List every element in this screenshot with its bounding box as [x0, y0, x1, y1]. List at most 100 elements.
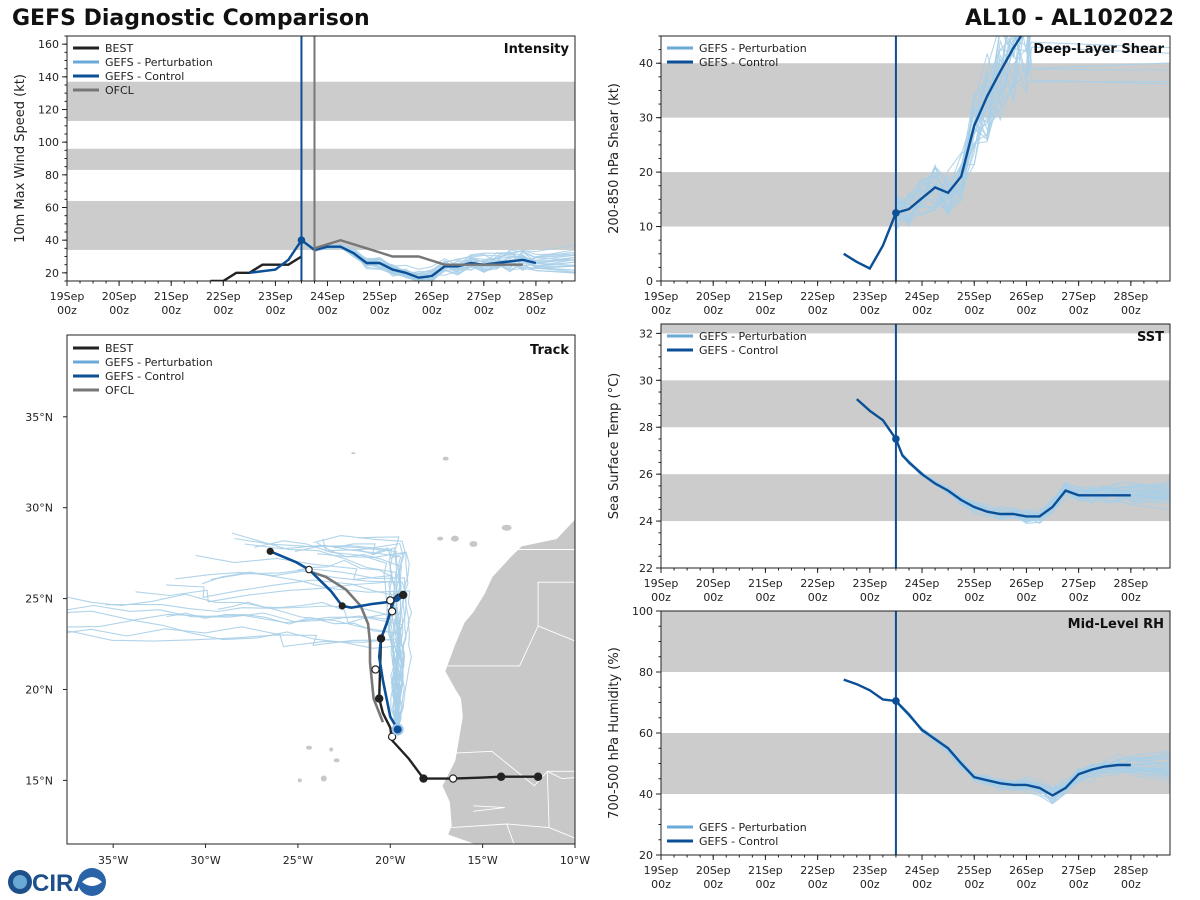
x-tick-day-label: 23Sep — [258, 290, 293, 303]
country-border — [454, 750, 575, 787]
x-tick-hour-label: 00z — [912, 591, 932, 604]
x-tick-hour-label: 00z — [1017, 591, 1037, 604]
island-landmass — [442, 456, 449, 461]
legend-label: OFCL — [105, 384, 135, 397]
panel-frame — [660, 323, 1171, 569]
x-tick-hour-label: 00z — [703, 591, 723, 604]
best-track-marker — [496, 772, 506, 781]
control-line — [843, 678, 1131, 797]
x-tick-day-label: 28Sep — [1113, 290, 1148, 303]
x-tick-day-label: 21Sep — [154, 290, 189, 303]
control-track-marker — [305, 565, 313, 574]
perturbation-track-line — [67, 626, 402, 730]
x-tick-day-label: 20Sep — [696, 290, 731, 303]
x-tick-day-label: 19Sep — [644, 577, 679, 590]
threshold-band — [67, 148, 575, 170]
legend-label: GEFS - Control — [105, 70, 184, 83]
perturbation-member-line — [895, 36, 1029, 217]
x-tick-day-label: 24Sep — [310, 290, 345, 303]
lon-tick-label: 20°W — [375, 854, 405, 867]
x-tick-hour-label: 00z — [109, 304, 129, 317]
y-tick-label: 32 — [639, 327, 653, 340]
island-landmass — [297, 778, 302, 783]
island-landmass — [469, 541, 478, 548]
x-tick-hour-label: 00z — [860, 304, 880, 317]
x-tick-hour-label: 00z — [703, 304, 723, 317]
perturbation-track-line — [67, 619, 406, 730]
x-tick-day-label: 21Sep — [748, 577, 783, 590]
x-tick-hour-label: 00z — [474, 304, 494, 317]
x-tick-day-label: 23Sep — [852, 577, 887, 590]
perturbation-member-line — [895, 36, 1030, 220]
y-axis-label: 10m Max Wind Speed (kt) — [13, 74, 28, 243]
lon-tick-label: 10°W — [560, 854, 590, 867]
best-track-marker — [376, 634, 386, 643]
x-tick-hour-label: 00z — [422, 304, 442, 317]
lat-tick-label: 15°N — [25, 774, 53, 787]
x-tick-day-label: 19Sep — [50, 290, 85, 303]
perturbation-member-line — [895, 36, 1021, 202]
perturbation-track-line — [166, 612, 402, 730]
storm-id-title: AL10 - AL102022 — [965, 6, 1174, 31]
lon-tick-label: 30°W — [190, 854, 220, 867]
perturbation-track-line — [358, 536, 400, 730]
x-tick-hour-label: 00z — [1069, 304, 1089, 317]
lat-tick-label: 20°N — [25, 683, 53, 696]
x-tick-hour-label: 00z — [57, 304, 77, 317]
x-tick-hour-label: 00z — [651, 591, 671, 604]
legend-label: GEFS - Perturbation — [699, 330, 807, 343]
y-axis-label: Sea Surface Temp (°C) — [607, 373, 622, 520]
control-init-marker — [892, 209, 900, 217]
y-tick-label: 0 — [646, 275, 653, 288]
x-tick-hour-label: 00z — [266, 304, 286, 317]
x-tick-hour-label: 00z — [912, 878, 932, 891]
y-tick-label: 22 — [639, 562, 653, 575]
best-track-marker — [533, 772, 543, 781]
control-init-marker — [297, 236, 306, 244]
x-tick-day-label: 20Sep — [102, 290, 137, 303]
x-tick-hour-label: 00z — [161, 304, 181, 317]
island-landmass — [329, 747, 334, 752]
legend-label: GEFS - Perturbation — [105, 56, 213, 69]
y-tick-label: 100 — [38, 136, 59, 149]
island-landmass — [450, 535, 459, 542]
x-tick-day-label: 20Sep — [696, 577, 731, 590]
perturbation-track-line — [317, 551, 409, 730]
x-tick-hour-label: 00z — [756, 304, 776, 317]
x-tick-day-label: 21Sep — [748, 864, 783, 877]
x-tick-day-label: 28Sep — [519, 290, 554, 303]
y-tick-label: 28 — [639, 421, 653, 434]
x-tick-day-label: 26Sep — [1009, 864, 1044, 877]
x-tick-day-label: 27Sep — [1061, 290, 1096, 303]
country-border — [547, 770, 575, 780]
x-tick-hour-label: 00z — [964, 591, 984, 604]
x-tick-hour-label: 00z — [808, 304, 828, 317]
panel-frame — [66, 334, 576, 845]
control-line — [843, 36, 1023, 271]
rh-plot-area — [661, 611, 1170, 805]
shear-plot-area — [661, 36, 1170, 271]
best-track-marker — [386, 596, 395, 605]
x-tick-hour-label: 00z — [756, 591, 776, 604]
shear-panel: 01020304019Sep00z20Sep00z21Sep00z22Sep00… — [607, 35, 1171, 317]
control-track-marker — [266, 547, 274, 555]
x-tick-day-label: 26Sep — [1009, 577, 1044, 590]
perturbation-member-line — [895, 46, 1170, 212]
x-tick-day-label: 26Sep — [1009, 290, 1044, 303]
control-init-marker — [892, 697, 900, 705]
legend-label: GEFS - Perturbation — [105, 356, 213, 369]
x-tick-hour-label: 00z — [808, 591, 828, 604]
panel-title: Intensity — [504, 42, 570, 57]
y-tick-label: 80 — [639, 666, 653, 679]
x-tick-day-label: 28Sep — [1113, 577, 1148, 590]
x-tick-hour-label: 00z — [1121, 878, 1141, 891]
y-tick-label: 40 — [639, 788, 653, 801]
country-border — [473, 805, 505, 812]
y-tick-label: 30 — [639, 374, 653, 387]
threshold-band — [661, 63, 1170, 118]
logo-globe-core-icon — [13, 875, 27, 889]
y-tick-label: 140 — [38, 71, 59, 84]
best-track-marker — [374, 694, 384, 703]
x-tick-hour-label: 00z — [808, 878, 828, 891]
x-tick-hour-label: 00z — [1017, 878, 1037, 891]
